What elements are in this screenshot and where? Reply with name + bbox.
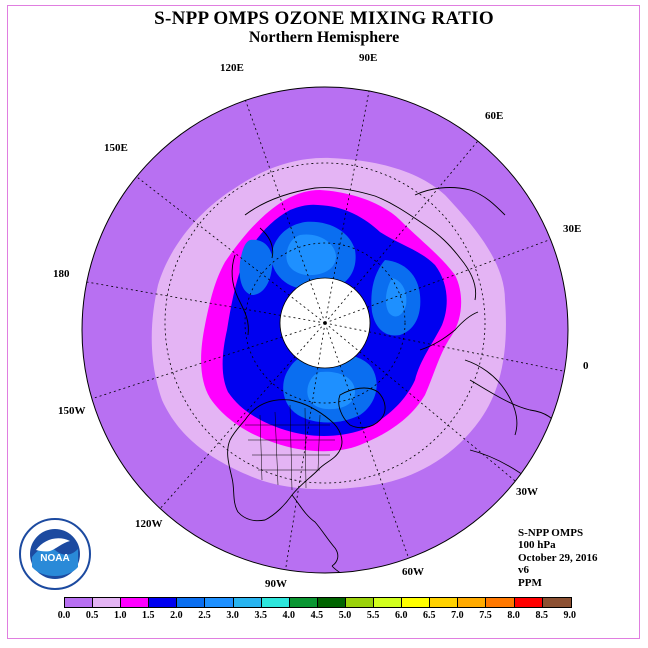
contour-2.5-3.0 xyxy=(385,278,407,317)
colorbar-swatch xyxy=(317,598,346,607)
date-label: October 29, 2016 xyxy=(518,551,598,564)
metadata-block: S-NPP OMPS 100 hPa October 29, 2016 v6 P… xyxy=(518,527,598,589)
colorbar xyxy=(64,597,572,608)
colorbar-swatch xyxy=(514,598,543,607)
noaa-logo-text: NOAA xyxy=(40,553,69,564)
contour-2.0-2.5 xyxy=(239,239,273,295)
colorbar-swatch xyxy=(402,598,431,607)
colorbar-tick-label: 1.0 xyxy=(113,610,127,621)
colorbar-ticks: 0.0 0.5 1.0 1.5 2.0 2.5 3.0 3.5 4.0 4.5 5.0 5.5 6.0 6… xyxy=(54,610,594,624)
colorbar-swatch xyxy=(542,598,571,607)
colorbar-tick-label: 8.5 xyxy=(535,610,548,621)
instrument-label: S-NPP OMPS xyxy=(518,527,584,539)
colorbar-swatch xyxy=(430,598,459,607)
colorbar-tick-label: 0.0 xyxy=(57,610,71,621)
graticule xyxy=(82,87,568,573)
colorbar-tick-label: 1.5 xyxy=(142,610,155,621)
colorbar-swatch xyxy=(486,598,515,607)
colorbar-tick-label: 7.5 xyxy=(479,610,492,621)
colorbar-swatch xyxy=(205,598,234,607)
colorbar-tick-label: 2.5 xyxy=(198,610,211,621)
colorbar-swatch xyxy=(233,598,262,607)
colorbar-swatch xyxy=(261,598,290,607)
lon-label-150w: 150W xyxy=(58,405,86,417)
colorbar-tick-label: 3.0 xyxy=(226,610,239,621)
contour-2.5-3.0 xyxy=(286,234,336,276)
map-subtitle: Northern Hemisphere xyxy=(248,29,400,46)
colorbar-swatch xyxy=(149,598,178,607)
colorbar-swatch xyxy=(345,598,375,607)
colorbar-swatch xyxy=(458,598,487,607)
figure-frame xyxy=(7,5,640,639)
colorbar-swatch xyxy=(177,598,206,607)
colorbar-swatch xyxy=(93,598,122,607)
units-label: PPM xyxy=(518,576,542,589)
lon-label-0: 0 xyxy=(583,360,589,372)
lon-label-30w: 30W xyxy=(516,486,538,498)
lon-label-120w: 120W xyxy=(135,518,163,530)
lon-label-30e: 30E xyxy=(563,223,582,235)
colorbar-swatch xyxy=(374,598,403,607)
contour-2.5-3.0 xyxy=(307,371,355,410)
colorbar-tick-label: 8.0 xyxy=(507,610,520,621)
lon-label-150e: 150E xyxy=(104,142,128,154)
lon-label-120e: 120E xyxy=(220,62,244,74)
colorbar-tick-label: 5.0 xyxy=(338,610,352,621)
colorbar-tick-label: 2.0 xyxy=(170,610,183,621)
colorbar-tick-label: 7.0 xyxy=(451,610,464,621)
colorbar-tick-label: 6.5 xyxy=(423,610,436,621)
colorbar-tick-label: 9.0 xyxy=(563,610,577,621)
colorbar-swatch xyxy=(121,598,150,607)
lon-label-90e: 90E xyxy=(359,52,378,64)
colorbar-swatch xyxy=(65,598,94,607)
lon-label-60w: 60W xyxy=(402,566,424,578)
version-label: v6 xyxy=(518,564,529,577)
lon-label-90w: 90W xyxy=(265,578,287,590)
colorbar-tick-label: 4.0 xyxy=(282,610,296,621)
colorbar-tick-label: 0.5 xyxy=(85,610,99,621)
political-boundaries xyxy=(245,404,335,491)
colorbar-tick-label: 3.5 xyxy=(254,610,267,621)
colorbar-tick-label: 5.5 xyxy=(366,610,380,621)
lon-label-180: 180 xyxy=(53,268,70,280)
colorbar-tick-label: 4.5 xyxy=(310,610,324,621)
lon-label-60e: 60E xyxy=(485,110,504,122)
map-title: S-NPP OMPS OZONE MIXING RATIO xyxy=(154,8,494,29)
colorbar-tick-label: 6.0 xyxy=(394,610,408,621)
colorbar-swatch xyxy=(289,598,318,607)
pressure-level-label: 100 hPa xyxy=(518,539,556,552)
noaa-logo: NOAA xyxy=(19,518,91,590)
